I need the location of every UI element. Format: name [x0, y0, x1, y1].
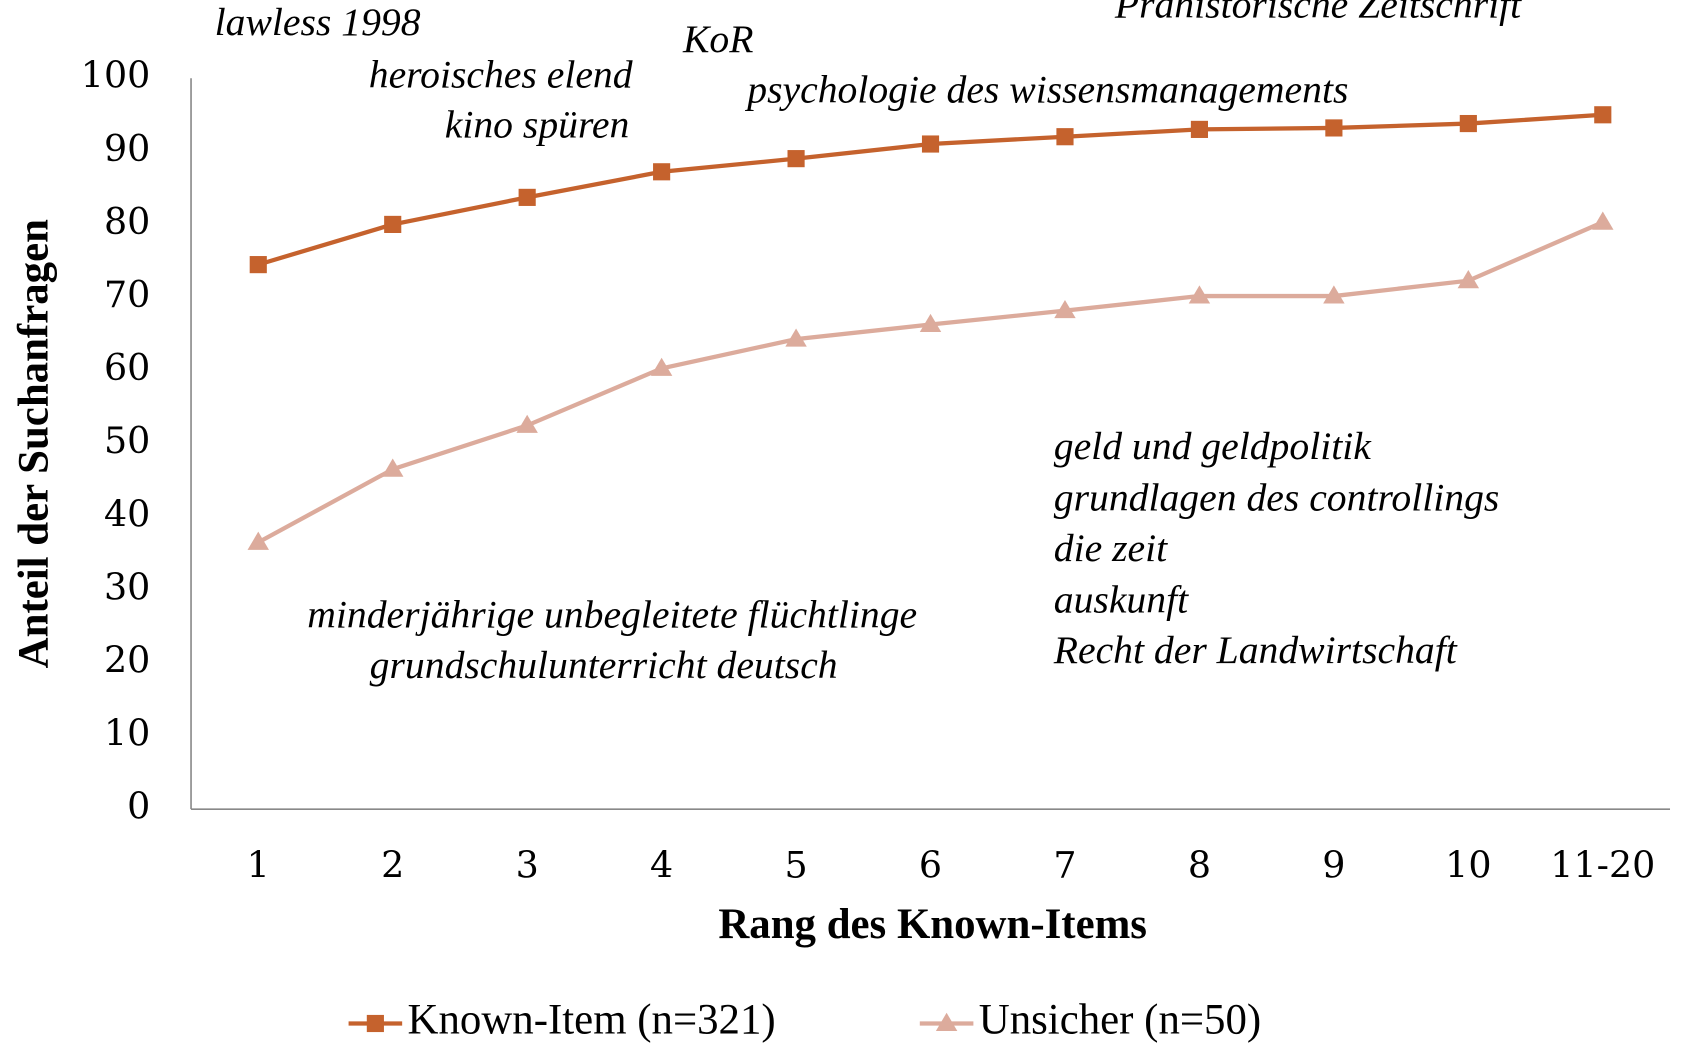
data-point [518, 188, 536, 206]
data-point [516, 414, 538, 433]
y-tick-label: 80 [104, 200, 150, 243]
data-point [247, 531, 269, 550]
legend-marker [366, 1014, 384, 1033]
data-point [1054, 299, 1076, 319]
data-point [1188, 285, 1211, 304]
y-tick-label: 0 [127, 785, 150, 828]
data-point [1457, 269, 1480, 289]
data-point [381, 458, 404, 477]
annotation: Recht der Landwirtschaft [1053, 628, 1458, 672]
x-tick-label: 10 [1445, 844, 1491, 887]
data-point [1594, 106, 1612, 124]
data-point [921, 135, 940, 153]
data-point [1325, 119, 1343, 137]
x-tick-label: 5 [784, 844, 807, 887]
annotation: KoR [682, 17, 753, 61]
x-tick-label: 4 [650, 844, 673, 887]
annotation: grundlagen des controllings [1054, 476, 1500, 520]
y-tick-label: 90 [104, 127, 150, 170]
x-axis-label: Rang des Known-Items [718, 901, 1147, 948]
legend-label: Known-Item (n=321) [408, 996, 776, 1043]
annotation: grundschulunterricht deutsch [370, 643, 838, 687]
y-axis-label: Anteil der Suchanfragen [11, 219, 58, 668]
x-tick-label: 8 [1188, 844, 1211, 887]
annotation: lawless 1998 [215, 0, 421, 44]
y-tick-label: 50 [104, 419, 150, 462]
x-tick-label: 11-20 [1550, 844, 1655, 887]
data-point [787, 150, 805, 168]
annotation: auskunft [1054, 577, 1189, 621]
data-point [249, 256, 267, 274]
data-point [1056, 128, 1074, 146]
annotation: die zeit [1054, 526, 1168, 570]
annotation: psychologie des wissensmanagements [744, 67, 1348, 111]
x-tick-label: 9 [1322, 844, 1345, 887]
x-tick-label: 6 [919, 844, 942, 887]
legend-label: Unsicher (n=50) [979, 996, 1261, 1043]
data-point [1459, 114, 1477, 133]
y-tick-label: 100 [81, 54, 151, 97]
y-tick-label: 60 [104, 346, 150, 389]
x-tick-label: 2 [381, 844, 404, 887]
y-tick-label: 10 [104, 712, 150, 755]
annotation: Prähistorische Zeitschrift [1114, 0, 1522, 27]
data-point [785, 328, 807, 347]
legend-marker [935, 1012, 958, 1031]
data-point [653, 163, 671, 181]
annotation: minderjährige unbegleitete flüchtlinge [307, 592, 917, 636]
annotation: geld und geldpolitik [1054, 424, 1372, 468]
x-tick-label: 1 [247, 844, 270, 887]
annotation: heroisches elend [369, 52, 633, 96]
data-point [1592, 211, 1614, 230]
data-point [384, 215, 402, 233]
annotation: kino spüren [445, 103, 630, 147]
x-tick-label: 3 [516, 844, 539, 887]
x-tick-label: 7 [1053, 844, 1076, 887]
y-tick-label: 70 [104, 273, 150, 316]
y-tick-label: 30 [104, 565, 150, 608]
y-tick-label: 20 [104, 638, 150, 681]
y-tick-label: 40 [104, 492, 150, 535]
data-point [1323, 285, 1345, 304]
data-point [650, 357, 673, 376]
data-point [1190, 120, 1209, 138]
data-point [919, 313, 942, 333]
